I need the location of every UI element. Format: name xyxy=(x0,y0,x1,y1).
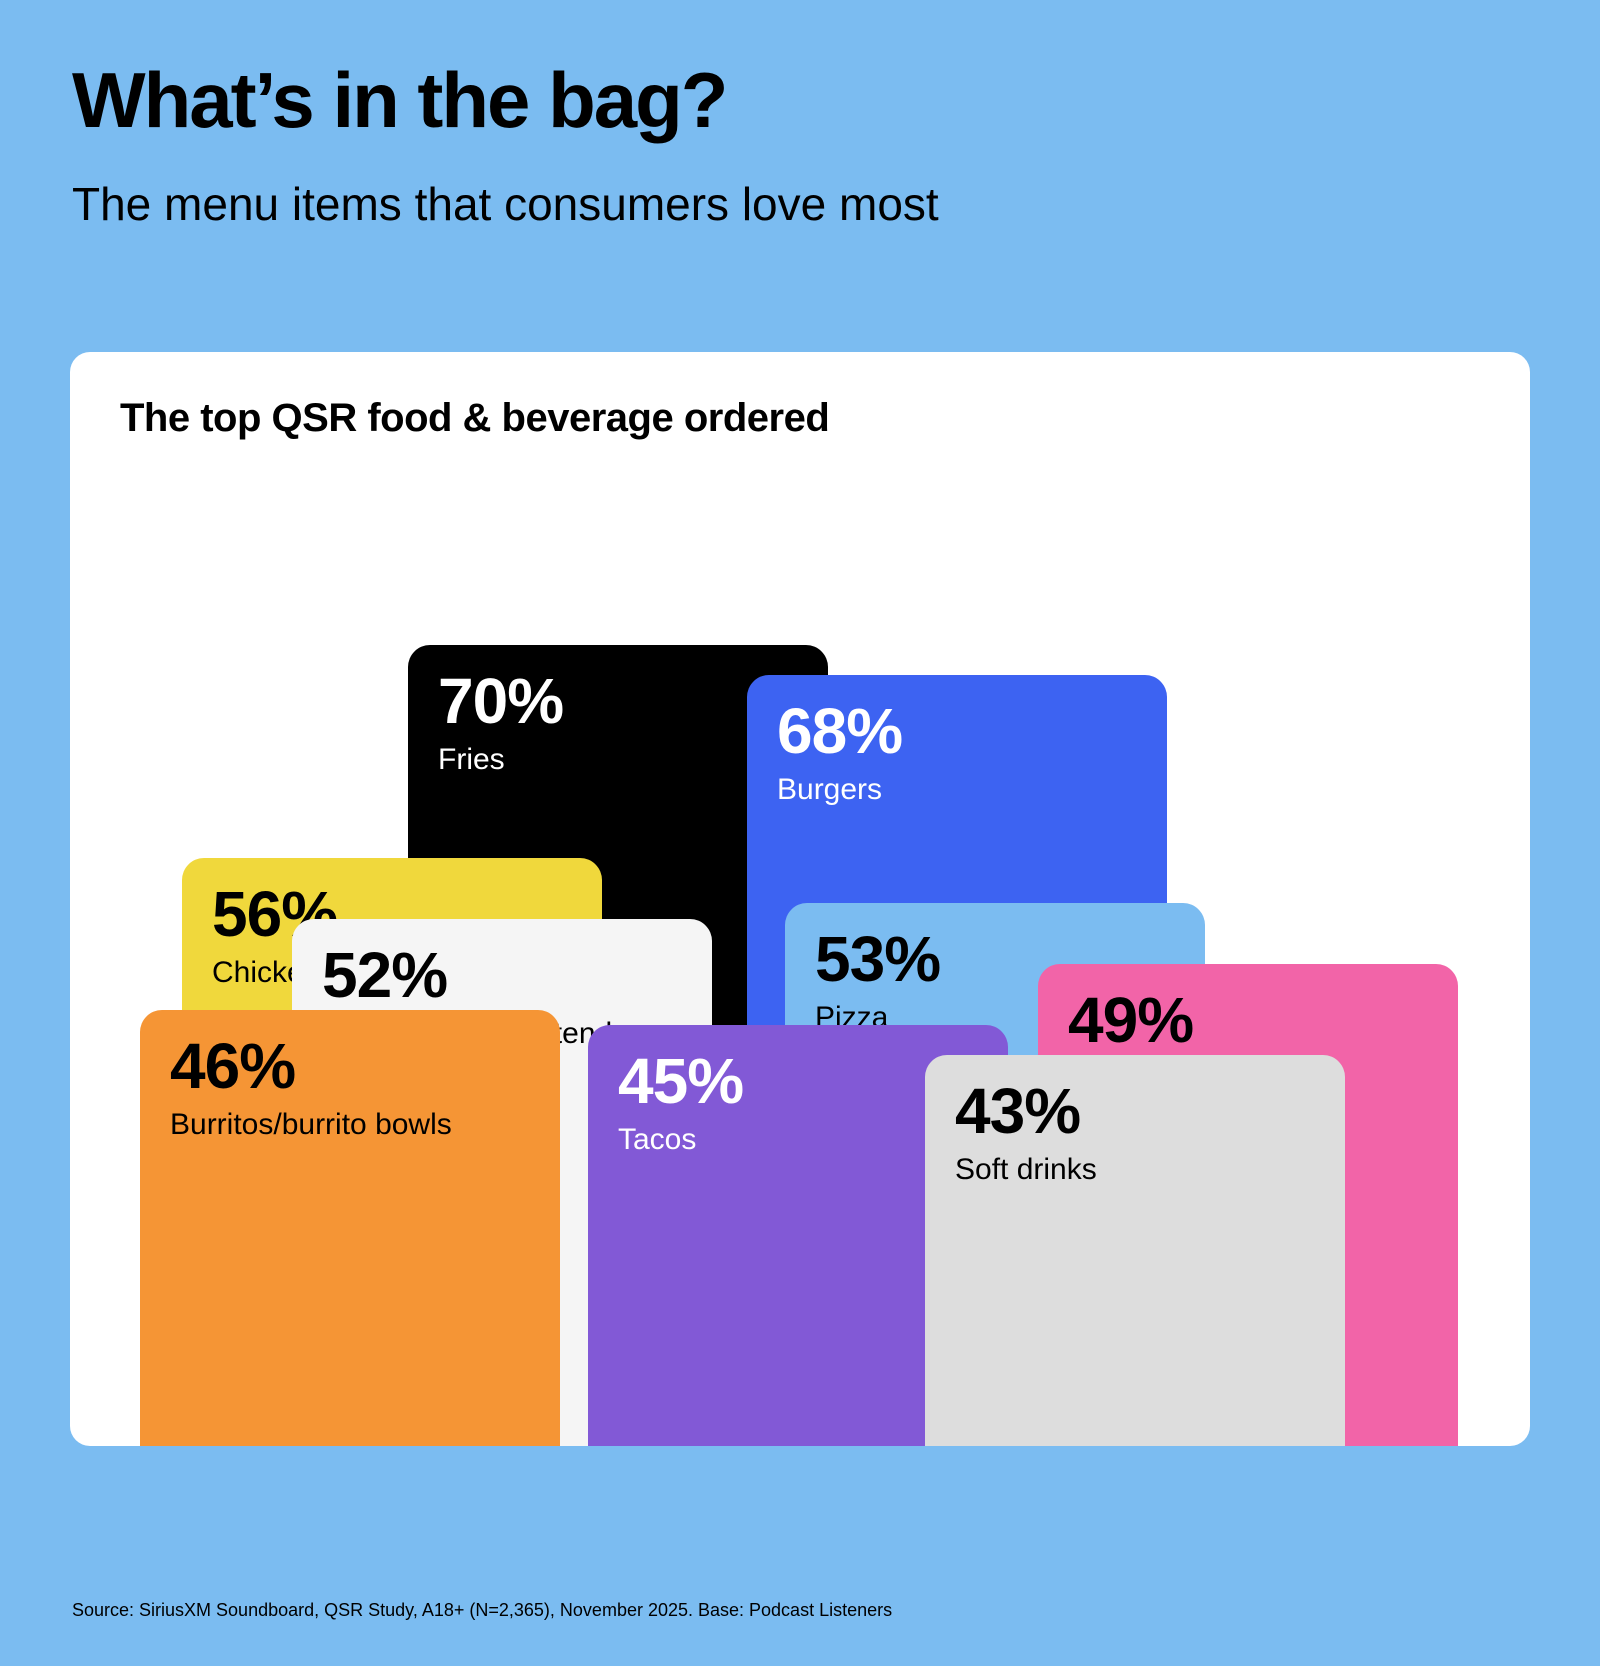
bar-category-label: Soft drinks xyxy=(955,1153,1097,1186)
chart-card: The top QSR food & beverage ordered 70% F… xyxy=(70,352,1530,1446)
bar-value-label: 53% xyxy=(815,923,941,995)
bar-value-label: 49% xyxy=(1068,984,1194,1056)
chart-title: The top QSR food & beverage ordered xyxy=(120,396,830,440)
bar-category-label: Burritos/burrito bowls xyxy=(170,1108,452,1141)
bar-soft-drinks: 43% Soft drinks xyxy=(925,1055,1345,1446)
bar-value-label: 45% xyxy=(618,1045,744,1117)
bar-value-label: 46% xyxy=(170,1030,296,1102)
bar-category-label: Fries xyxy=(438,743,505,776)
bar-category-label: Burgers xyxy=(777,773,883,806)
bar-value-label: 43% xyxy=(955,1075,1081,1147)
bar-value-label: 68% xyxy=(777,695,903,767)
source-note: Source: SiriusXM Soundboard, QSR Study, … xyxy=(72,1600,893,1620)
bar-category-label: Tacos xyxy=(618,1123,697,1156)
bar-burritos-burrito-bowls: 46% Burritos/burrito bowls xyxy=(140,1010,560,1446)
bar-value-label: 70% xyxy=(438,665,564,737)
bar-value-label: 52% xyxy=(322,939,448,1011)
page-subtitle: The menu items that consumers love most xyxy=(72,178,939,230)
page-title: What’s in the bag? xyxy=(72,56,728,144)
